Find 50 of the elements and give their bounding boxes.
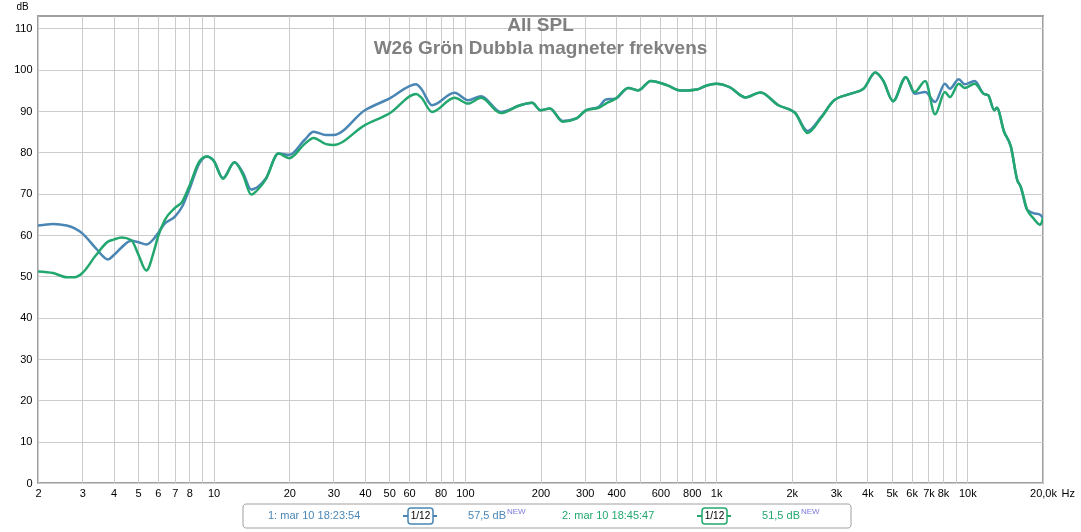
x-tick-label: 80 (434, 486, 448, 499)
y-tick-label: 20 (20, 393, 33, 406)
text: W26 Grön Dubbla magneter frekvens (373, 37, 708, 58)
y-tick-label: 0 (26, 476, 33, 489)
x-tick-label: 40 (359, 486, 372, 499)
y-tick-label: 100 (14, 63, 33, 76)
x-tick-label: 60 (403, 486, 416, 499)
x-tick-label: 20 (283, 486, 296, 499)
text: 1/12 (410, 510, 431, 521)
y-tick-label: 80 (20, 145, 33, 158)
x-tick-label: 800 (683, 486, 702, 499)
y-tick-label: 110 (14, 21, 33, 34)
text: 2: mar 10 18:45:47 (562, 509, 655, 521)
x-tick-label: 5k (886, 486, 899, 499)
x-tick-label: 100 (456, 486, 475, 499)
y-tick-label: 70 (20, 187, 33, 200)
x-tick-label: 2 (35, 486, 42, 499)
x-tick-label: 10k (958, 486, 978, 499)
x-tick-label: 1k (710, 486, 723, 499)
x-tick-label: 7 (172, 486, 179, 499)
chart-title: All SPL (507, 14, 575, 35)
x-tick-label: 4 (111, 486, 118, 499)
text: 1/12 (704, 510, 725, 521)
x-tick-label: 2k (786, 486, 799, 499)
x-tick-label: 5 (135, 486, 142, 499)
x-tick-label: 20,0k (1030, 486, 1058, 499)
x-tick-label: 6 (155, 486, 162, 499)
x-tick-label: 3 (79, 486, 86, 499)
x-tick-label: 200 (531, 486, 551, 499)
x-tick-label: 30 (327, 486, 341, 499)
y-tick-label: 50 (20, 269, 33, 282)
x-tick-label: 7k (923, 486, 936, 499)
x-tick-label: 50 (383, 486, 396, 499)
x-tick-label: 10 (207, 486, 221, 499)
x-tick-label: 6k (906, 486, 919, 499)
y-tick-label: 10 (20, 435, 33, 448)
y-tick-label: 30 (20, 352, 33, 365)
x-tick-label: 4k (862, 486, 875, 499)
x-tick-label: 8k (937, 486, 950, 499)
x-tick-label: 300 (576, 486, 595, 499)
x-tick-label: 8 (186, 486, 193, 499)
x-axis-title: Hz (1061, 486, 1075, 499)
x-tick-label: 400 (607, 486, 626, 499)
y-tick-label: 90 (20, 104, 33, 117)
y-tick-label: 40 (20, 311, 33, 324)
y-axis-title: dB (16, 0, 29, 12)
x-tick-label: 600 (651, 486, 671, 499)
y-tick-label: 60 (20, 228, 33, 241)
text: 1: mar 10 18:23:54 (268, 509, 361, 521)
x-tick-label: 3k (830, 486, 843, 499)
